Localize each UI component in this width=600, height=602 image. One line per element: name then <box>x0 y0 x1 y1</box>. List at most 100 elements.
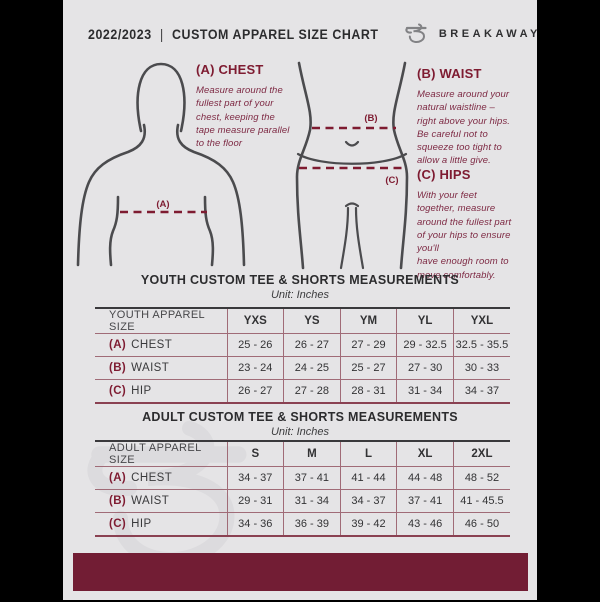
measurement-cell: 28 - 31 <box>339 379 397 403</box>
adult-size-header: ADULT APPAREL SIZE <box>95 441 227 467</box>
size-col-header: YM <box>339 308 397 334</box>
row-label-text: WAIST <box>131 495 170 507</box>
instruction-hips-body: With your feet together, measure around … <box>417 190 512 281</box>
measurement-cell: 36 - 39 <box>283 512 341 536</box>
instruction-chest-heading: (A) CHEST <box>196 62 264 77</box>
size-col-header: S <box>226 441 284 467</box>
row-label-prefix: (A) <box>109 339 127 351</box>
size-col-header: YL <box>396 308 454 334</box>
hips-figure <box>295 61 409 270</box>
measurement-cell: 46 - 50 <box>452 512 510 536</box>
adult-header-row: ADULT APPAREL SIZE S M L XL 2XL <box>95 441 510 467</box>
instruction-hips-heading: (C) HIPS <box>417 167 471 182</box>
table-row-hip: (C) HIP 26 - 27 27 - 28 28 - 31 31 - 34 3… <box>95 379 510 404</box>
measurement-cell: 37 - 41 <box>283 466 341 490</box>
instruction-chest: (A) CHEST Measure around the fullest par… <box>196 62 311 150</box>
torso-figure <box>76 62 246 267</box>
measurement-cell: 43 - 46 <box>396 512 454 536</box>
measurement-cell: 39 - 42 <box>339 512 397 536</box>
measurement-cell: 34 - 37 <box>339 489 397 513</box>
row-label: (C) HIP <box>95 513 227 537</box>
page-title: 2022/2023 | CUSTOM APPAREL SIZE CHART <box>88 27 379 42</box>
footer-bar <box>73 553 528 591</box>
row-label-text: CHEST <box>131 472 173 484</box>
breakaway-logo-icon <box>405 23 427 44</box>
row-label-prefix: (B) <box>109 362 127 374</box>
measurement-cell: 34 - 37 <box>226 466 284 490</box>
table-row-hip: (C) HIP 34 - 36 36 - 39 39 - 42 43 - 46 4… <box>95 512 510 537</box>
measurement-cell: 29 - 32.5 <box>396 333 454 357</box>
title-year: 2022/2023 <box>88 26 152 42</box>
header: 2022/2023 | CUSTOM APPAREL SIZE CHART BR… <box>88 21 537 47</box>
body-diagrams: (A) (B) (C) <box>76 61 409 270</box>
measurement-cell: 23 - 24 <box>226 356 284 380</box>
row-label-prefix: (C) <box>109 518 127 530</box>
measurement-cell: 31 - 34 <box>396 379 454 403</box>
measurement-cell: 25 - 27 <box>339 356 397 380</box>
row-label: (C) HIP <box>95 380 227 404</box>
instruction-waist-heading: (B) WAIST <box>417 66 482 81</box>
row-label-text: WAIST <box>131 362 170 374</box>
size-col-header: XL <box>396 441 454 467</box>
adult-size-table: ADULT APPAREL SIZE S M L XL 2XL (A) CHEST… <box>95 440 510 537</box>
measurement-cell: 32.5 - 35.5 <box>452 333 510 357</box>
measurement-labels: (A) (B) (C) <box>156 113 398 210</box>
title-text: CUSTOM APPAREL SIZE CHART <box>172 26 379 42</box>
size-col-header: M <box>283 441 341 467</box>
size-chart-page: 2022/2023 | CUSTOM APPAREL SIZE CHART BR… <box>63 0 537 600</box>
youth-size-table: YOUTH APPAREL SIZE YXS YS YM YL YXL (A) C… <box>95 307 510 404</box>
measurement-cell: 27 - 30 <box>396 356 454 380</box>
row-label-prefix: (C) <box>109 385 127 397</box>
measurement-cell: 26 - 27 <box>226 379 284 403</box>
measurement-cell: 29 - 31 <box>226 489 284 513</box>
size-col-header: YXL <box>452 308 510 334</box>
youth-table-title: YOUTH CUSTOM TEE & SHORTS MEASUREMENTS <box>140 273 460 287</box>
row-label: (A) CHEST <box>95 466 227 490</box>
brand: BREAKAWAY <box>404 21 541 47</box>
instruction-waist-body: Measure around your natural waistline – … <box>417 89 511 167</box>
instruction-chest-body: Measure around the fullest part of your … <box>196 85 290 150</box>
youth-header-row: YOUTH APPAREL SIZE YXS YS YM YL YXL <box>95 308 510 334</box>
chest-line-label: (A) <box>156 199 169 210</box>
measurement-cell: 27 - 29 <box>339 333 397 357</box>
measurement-lines <box>120 126 406 214</box>
measurement-cell: 41 - 45.5 <box>452 489 510 513</box>
measurement-cell: 44 - 48 <box>396 466 454 490</box>
instruction-hips: (C) HIPS With your feet together, measur… <box>417 167 539 282</box>
measurement-cell: 37 - 41 <box>396 489 454 513</box>
measurement-cell: 34 - 36 <box>226 512 284 536</box>
table-row-waist: (B) WAIST 29 - 31 31 - 34 34 - 37 37 - 41… <box>95 489 510 513</box>
measurement-cell: 41 - 44 <box>339 466 397 490</box>
size-col-header: 2XL <box>452 441 510 467</box>
row-label-prefix: (A) <box>109 472 127 484</box>
table-row-chest: (A) CHEST 34 - 37 37 - 41 41 - 44 44 - 48… <box>95 466 510 490</box>
size-col-header: YXS <box>226 308 284 334</box>
table-row-waist: (B) WAIST 23 - 24 24 - 25 25 - 27 27 - 30… <box>95 356 510 380</box>
row-label: (B) WAIST <box>95 356 227 380</box>
measurement-cell: 26 - 27 <box>283 333 341 357</box>
adult-table-unit: Unit: Inches <box>270 426 330 438</box>
hips-line-label: (C) <box>385 175 398 186</box>
measurement-cell: 34 - 37 <box>452 379 510 403</box>
measurement-cell: 30 - 33 <box>452 356 510 380</box>
row-label-text: HIP <box>131 518 152 530</box>
row-label-text: HIP <box>131 385 152 397</box>
measurement-cell: 24 - 25 <box>283 356 341 380</box>
adult-table-title: ADULT CUSTOM TEE & SHORTS MEASUREMENTS <box>142 410 458 424</box>
youth-size-header: YOUTH APPAREL SIZE <box>95 308 227 334</box>
table-row-chest: (A) CHEST 25 - 26 26 - 27 27 - 29 29 - 32… <box>95 333 510 357</box>
measurement-cell: 31 - 34 <box>283 489 341 513</box>
row-label: (B) WAIST <box>95 489 227 513</box>
row-label-prefix: (B) <box>109 495 127 507</box>
row-label: (A) CHEST <box>95 333 227 357</box>
youth-table-unit: Unit: Inches <box>270 289 330 301</box>
measurement-cell: 48 - 52 <box>452 466 510 490</box>
waist-line-label: (B) <box>364 113 377 124</box>
title-separator: | <box>159 26 164 42</box>
instruction-waist: (B) WAIST Measure around your natural wa… <box>417 66 535 168</box>
measurement-cell: 25 - 26 <box>226 333 284 357</box>
size-col-header: L <box>339 441 397 467</box>
brand-name: BREAKAWAY <box>438 28 541 40</box>
size-col-header: YS <box>283 308 341 334</box>
row-label-text: CHEST <box>131 339 173 351</box>
